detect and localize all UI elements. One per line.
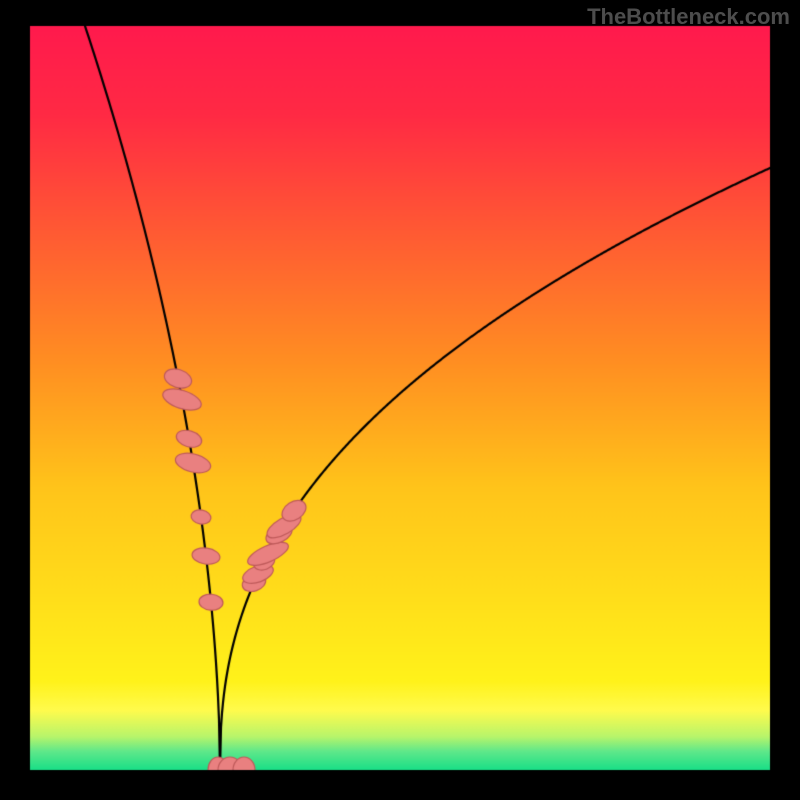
bottleneck-curve-chart — [0, 0, 800, 800]
chart-container: TheBottleneck.com — [0, 0, 800, 800]
